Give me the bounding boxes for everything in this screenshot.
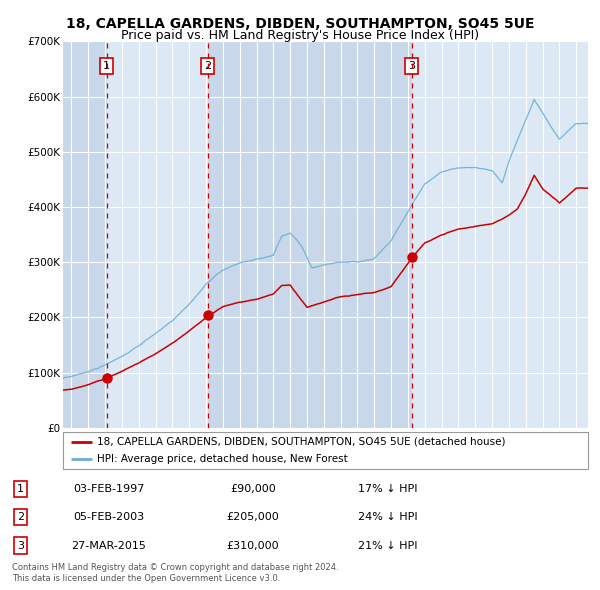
Text: 03-FEB-1997: 03-FEB-1997 [73, 484, 145, 494]
Text: 24% ↓ HPI: 24% ↓ HPI [358, 512, 418, 522]
Text: 1: 1 [17, 484, 24, 494]
Text: 1: 1 [103, 61, 110, 71]
Bar [107, 41, 208, 428]
FancyBboxPatch shape [63, 432, 588, 469]
Text: Price paid vs. HM Land Registry's House Price Index (HPI): Price paid vs. HM Land Registry's House … [121, 30, 479, 42]
Text: £205,000: £205,000 [227, 512, 280, 522]
Text: HPI: Average price, detached house, New Forest: HPI: Average price, detached house, New … [97, 454, 348, 464]
Text: 18, CAPELLA GARDENS, DIBDEN, SOUTHAMPTON, SO45 5UE (detached house): 18, CAPELLA GARDENS, DIBDEN, SOUTHAMPTON… [97, 437, 506, 447]
Bar [208, 41, 412, 428]
Text: 2: 2 [204, 61, 211, 71]
Text: 17% ↓ HPI: 17% ↓ HPI [358, 484, 418, 494]
Text: 05-FEB-2003: 05-FEB-2003 [73, 512, 145, 522]
Text: 2: 2 [17, 512, 24, 522]
Text: 3: 3 [17, 540, 24, 550]
Bar [63, 41, 107, 428]
Text: 21% ↓ HPI: 21% ↓ HPI [358, 540, 418, 550]
Text: £310,000: £310,000 [227, 540, 279, 550]
Text: 3: 3 [409, 61, 415, 71]
Text: Contains HM Land Registry data © Crown copyright and database right 2024.: Contains HM Land Registry data © Crown c… [12, 563, 338, 572]
Text: This data is licensed under the Open Government Licence v3.0.: This data is licensed under the Open Gov… [12, 573, 280, 583]
Bar [412, 41, 588, 428]
Text: 18, CAPELLA GARDENS, DIBDEN, SOUTHAMPTON, SO45 5UE: 18, CAPELLA GARDENS, DIBDEN, SOUTHAMPTON… [66, 17, 534, 31]
Text: £90,000: £90,000 [230, 484, 276, 494]
Text: 27-MAR-2015: 27-MAR-2015 [71, 540, 146, 550]
